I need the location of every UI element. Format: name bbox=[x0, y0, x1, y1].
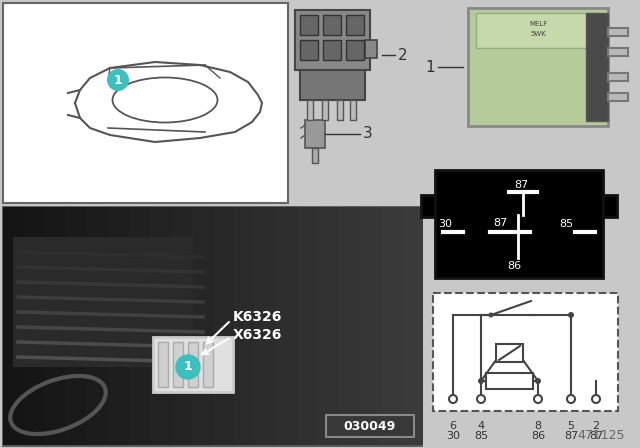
Text: 30: 30 bbox=[438, 219, 452, 229]
Bar bbox=[346, 15, 364, 35]
Bar bbox=[305, 120, 325, 148]
Bar bbox=[300, 15, 318, 35]
Circle shape bbox=[477, 395, 485, 403]
Bar bbox=[173, 342, 183, 387]
Text: 2: 2 bbox=[593, 421, 600, 431]
Bar bbox=[66, 207, 87, 445]
Bar bbox=[307, 100, 313, 120]
Text: 1: 1 bbox=[426, 60, 435, 74]
Bar bbox=[3, 3, 288, 203]
Bar bbox=[322, 100, 328, 120]
Bar bbox=[402, 207, 423, 445]
Bar bbox=[586, 13, 608, 121]
Bar bbox=[295, 10, 370, 70]
Bar bbox=[323, 40, 341, 60]
Bar bbox=[129, 207, 150, 445]
Circle shape bbox=[535, 378, 541, 384]
Bar bbox=[486, 373, 533, 389]
Text: X6326: X6326 bbox=[233, 328, 282, 342]
Bar bbox=[13, 237, 193, 367]
Bar bbox=[365, 40, 377, 58]
Bar bbox=[323, 15, 341, 35]
Bar bbox=[87, 207, 108, 445]
Circle shape bbox=[567, 395, 575, 403]
Text: 1: 1 bbox=[184, 361, 193, 374]
Text: 30: 30 bbox=[446, 431, 460, 441]
Bar bbox=[468, 8, 608, 126]
Text: 85: 85 bbox=[559, 219, 573, 229]
Bar bbox=[234, 207, 255, 445]
Circle shape bbox=[592, 395, 600, 403]
Circle shape bbox=[534, 395, 542, 403]
Bar bbox=[213, 207, 234, 445]
Text: 85: 85 bbox=[474, 431, 488, 441]
Bar bbox=[300, 70, 365, 100]
Text: 5: 5 bbox=[568, 421, 575, 431]
Text: 87: 87 bbox=[589, 431, 603, 441]
Circle shape bbox=[478, 378, 484, 384]
Circle shape bbox=[176, 355, 200, 379]
Text: 471125: 471125 bbox=[577, 429, 625, 442]
Text: 1: 1 bbox=[114, 73, 122, 86]
Text: 86: 86 bbox=[507, 261, 521, 271]
Bar bbox=[171, 207, 192, 445]
Bar bbox=[421, 195, 435, 217]
Bar bbox=[496, 344, 523, 362]
Bar bbox=[318, 207, 339, 445]
Bar bbox=[608, 93, 628, 101]
Bar bbox=[350, 100, 356, 120]
Circle shape bbox=[449, 395, 457, 403]
Bar bbox=[203, 342, 213, 387]
Text: 5WK: 5WK bbox=[530, 31, 546, 37]
Bar bbox=[188, 342, 198, 387]
Text: 6: 6 bbox=[449, 421, 456, 431]
Bar bbox=[312, 148, 318, 163]
Bar bbox=[603, 195, 617, 217]
Bar bbox=[255, 207, 276, 445]
Bar bbox=[326, 415, 414, 437]
Bar bbox=[276, 207, 297, 445]
Text: K6326: K6326 bbox=[233, 310, 282, 324]
Bar bbox=[192, 207, 213, 445]
Bar bbox=[45, 207, 66, 445]
Text: 8: 8 bbox=[534, 421, 541, 431]
Bar bbox=[360, 207, 381, 445]
Text: 87: 87 bbox=[493, 218, 508, 228]
Bar bbox=[3, 207, 24, 445]
Bar bbox=[381, 207, 402, 445]
Text: 87: 87 bbox=[564, 431, 578, 441]
Bar bbox=[339, 207, 360, 445]
Text: 86: 86 bbox=[531, 431, 545, 441]
Bar bbox=[433, 293, 618, 411]
Bar bbox=[108, 207, 129, 445]
Bar bbox=[608, 48, 628, 56]
Circle shape bbox=[568, 312, 574, 318]
Bar bbox=[24, 207, 45, 445]
Text: 2: 2 bbox=[398, 47, 408, 63]
Bar bbox=[297, 207, 318, 445]
Bar bbox=[153, 337, 233, 392]
Bar bbox=[608, 73, 628, 81]
Text: 87: 87 bbox=[514, 180, 528, 190]
Bar bbox=[476, 13, 600, 48]
Bar bbox=[608, 28, 628, 36]
Bar bbox=[150, 207, 171, 445]
Circle shape bbox=[488, 313, 493, 318]
Bar bbox=[337, 100, 343, 120]
Bar bbox=[346, 40, 364, 60]
Circle shape bbox=[107, 69, 129, 91]
Text: 030049: 030049 bbox=[344, 419, 396, 432]
Bar bbox=[3, 207, 421, 445]
Bar bbox=[435, 170, 603, 278]
Text: MELF: MELF bbox=[529, 21, 547, 27]
Text: 4: 4 bbox=[477, 421, 484, 431]
Bar bbox=[158, 342, 168, 387]
Text: 3: 3 bbox=[363, 126, 372, 142]
Bar bbox=[300, 40, 318, 60]
